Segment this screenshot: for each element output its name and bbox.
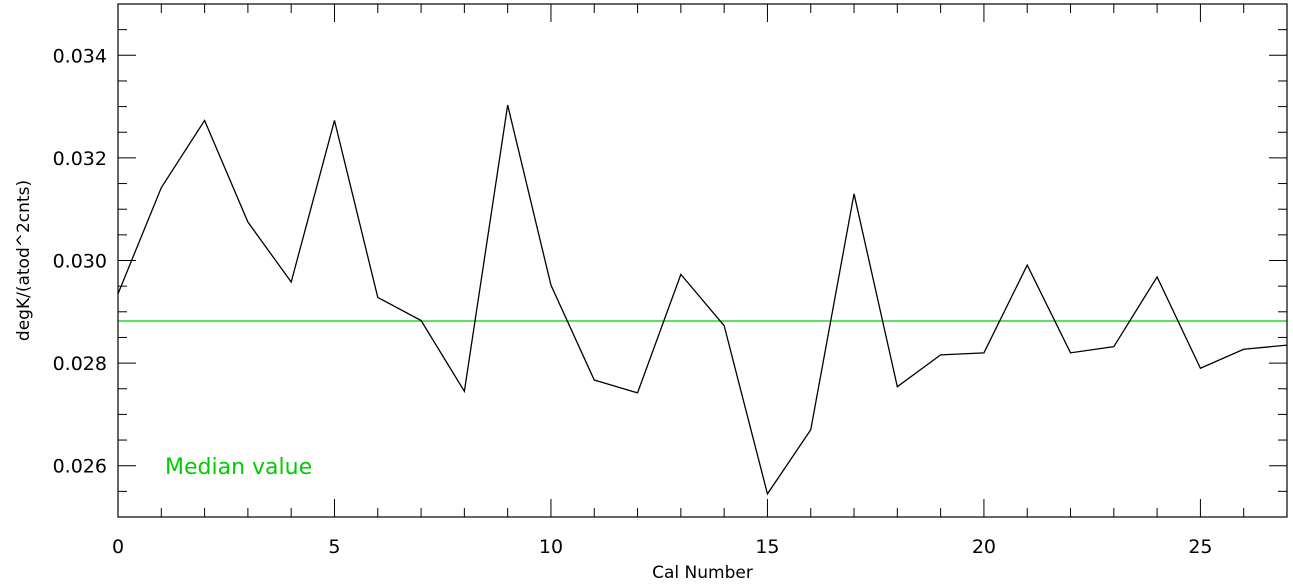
x-tick-label: 20 [972, 536, 996, 558]
y-tick-label: 0.032 [53, 148, 107, 170]
x-tick-label: 10 [539, 536, 563, 558]
y-tick-label: 0.030 [53, 251, 107, 273]
x-tick-label: 5 [328, 536, 340, 558]
y-axis-title: degK/(atod^2cnts) [14, 180, 34, 341]
x-tick-label: 0 [112, 536, 124, 558]
y-tick-label: 0.034 [53, 45, 107, 67]
series-line [117, 104, 1288, 496]
y-tick-label: 0.026 [53, 456, 107, 478]
x-tick-label: 25 [1188, 536, 1212, 558]
x-tick-label: 15 [755, 536, 779, 558]
x-tick-labels: 0 5 10 15 20 25 [112, 536, 1213, 558]
median-value-label: Median value [165, 455, 312, 480]
y-tick-labels: 0.026 0.028 0.030 0.032 0.034 [53, 45, 107, 477]
plot-frame [117, 3, 1288, 518]
y-tick-label: 0.028 [53, 353, 107, 375]
x-axis-title: Cal Number [652, 563, 753, 583]
